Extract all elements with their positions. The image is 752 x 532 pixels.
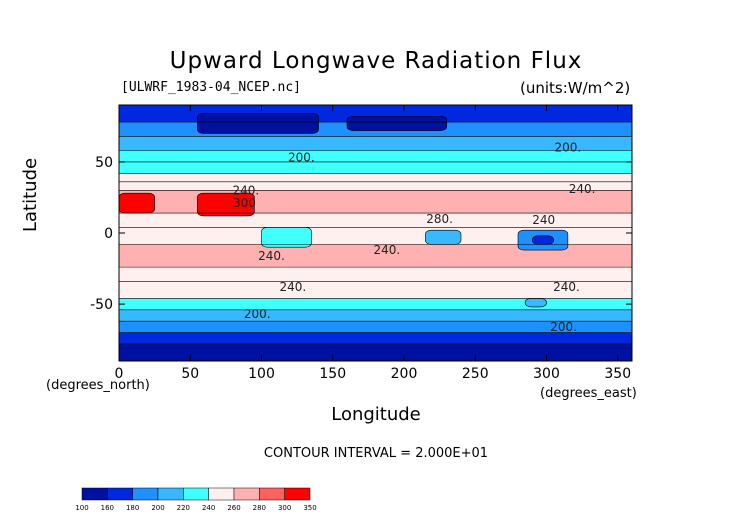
colorbar-label-350: 350	[303, 504, 316, 512]
y-tick-label--50: -50	[90, 297, 113, 313]
band-4	[119, 161, 632, 174]
contour-label-6: 240	[532, 213, 555, 227]
band-16	[119, 332, 632, 344]
y-tick-label-0: 0	[104, 226, 113, 242]
x-tick-label-100: 100	[248, 366, 275, 382]
x-tick-label-250: 250	[462, 366, 489, 382]
y-axis-label: Latitude	[20, 157, 41, 232]
band-10	[119, 244, 632, 268]
colorbar-label-300: 300	[278, 504, 291, 512]
contour-label-9: 240.	[279, 280, 306, 294]
band-7	[119, 190, 632, 214]
file-label: [ULWRF_1983-04_NCEP.nc]	[121, 80, 302, 95]
x-unit-label: (degrees_east)	[540, 386, 637, 401]
contour-label-8: 240.	[374, 243, 401, 257]
colorbar-swatch-4	[183, 487, 209, 501]
contour-label-3: 300	[233, 196, 256, 210]
band-6	[119, 181, 632, 191]
colorbar: 100 160 180 200 220 240 260 280 300 350	[75, 487, 317, 512]
x-axis-label: Longitude	[331, 404, 421, 425]
colorbar-swatch-7	[259, 487, 285, 501]
band-5	[119, 173, 632, 182]
contour-label-11: 200.	[244, 307, 271, 321]
colorbar-swatch-8	[284, 487, 311, 501]
contour-label-0: 200.	[288, 151, 315, 165]
contour-label-1: 200.	[555, 141, 582, 155]
colorbar-label-100: 100	[75, 504, 88, 512]
band-8	[119, 213, 632, 228]
band-2	[119, 136, 632, 151]
colorbar-swatch-3	[157, 487, 184, 501]
band-15	[119, 321, 632, 333]
contour-interval: CONTOUR INTERVAL = 2.000E+01	[263, 446, 489, 461]
band-9	[119, 227, 632, 245]
colorbar-label-160: 160	[101, 504, 114, 512]
cell-1	[346, 116, 448, 131]
contour-label-10: 240.	[553, 280, 580, 294]
colorbar-label-200: 200	[151, 504, 164, 512]
colorbar-label-220: 220	[177, 504, 190, 512]
band-17	[119, 343, 632, 361]
contour-label-4: 240.	[569, 182, 596, 196]
colorbar-swatch-5	[208, 487, 235, 501]
units-label: (units:W/m^2)	[520, 79, 631, 97]
cell-2	[119, 192, 155, 214]
cell-6	[425, 229, 462, 245]
colorbar-label-240: 240	[202, 504, 215, 512]
band-13	[119, 298, 632, 310]
x-tick-label-300: 300	[533, 366, 560, 382]
plot-area	[119, 105, 632, 361]
colorbar-swatch-0	[81, 487, 108, 501]
contour-label-5: 280.	[426, 212, 453, 226]
y-tick-label-50: 50	[95, 155, 113, 171]
cell-0	[197, 113, 319, 134]
cell-8	[524, 298, 547, 308]
colorbar-swatch-1	[107, 487, 133, 501]
band-11	[119, 267, 632, 282]
colorbar-label-260: 260	[227, 504, 240, 512]
contour-label-2: 240.	[232, 183, 259, 197]
contour-label-7: 240.	[258, 249, 285, 263]
band-14	[119, 309, 632, 322]
colorbar-swatch-6	[233, 487, 260, 501]
y-unit-label: (degrees_north)	[46, 378, 150, 393]
cell-3	[197, 192, 255, 217]
colorbar-swatch-2	[132, 487, 159, 501]
x-tick-label-50: 50	[181, 366, 199, 382]
x-tick-label-150: 150	[319, 366, 346, 382]
chart-title: Upward Longwave Radiation Flux	[169, 48, 583, 74]
axes: 0 50 100 150 200 250 300 350 -50 0 50	[90, 105, 632, 382]
colorbar-label-180: 180	[126, 504, 139, 512]
x-tick-label-350: 350	[604, 366, 631, 382]
x-tick-label-200: 200	[391, 366, 418, 382]
cell-5	[531, 235, 554, 245]
band-12	[119, 281, 632, 299]
band-3	[119, 150, 632, 162]
colorbar-label-280: 280	[253, 504, 266, 512]
x-tick-label-0: 0	[115, 366, 124, 382]
contour-label-12: 200.	[550, 320, 577, 334]
